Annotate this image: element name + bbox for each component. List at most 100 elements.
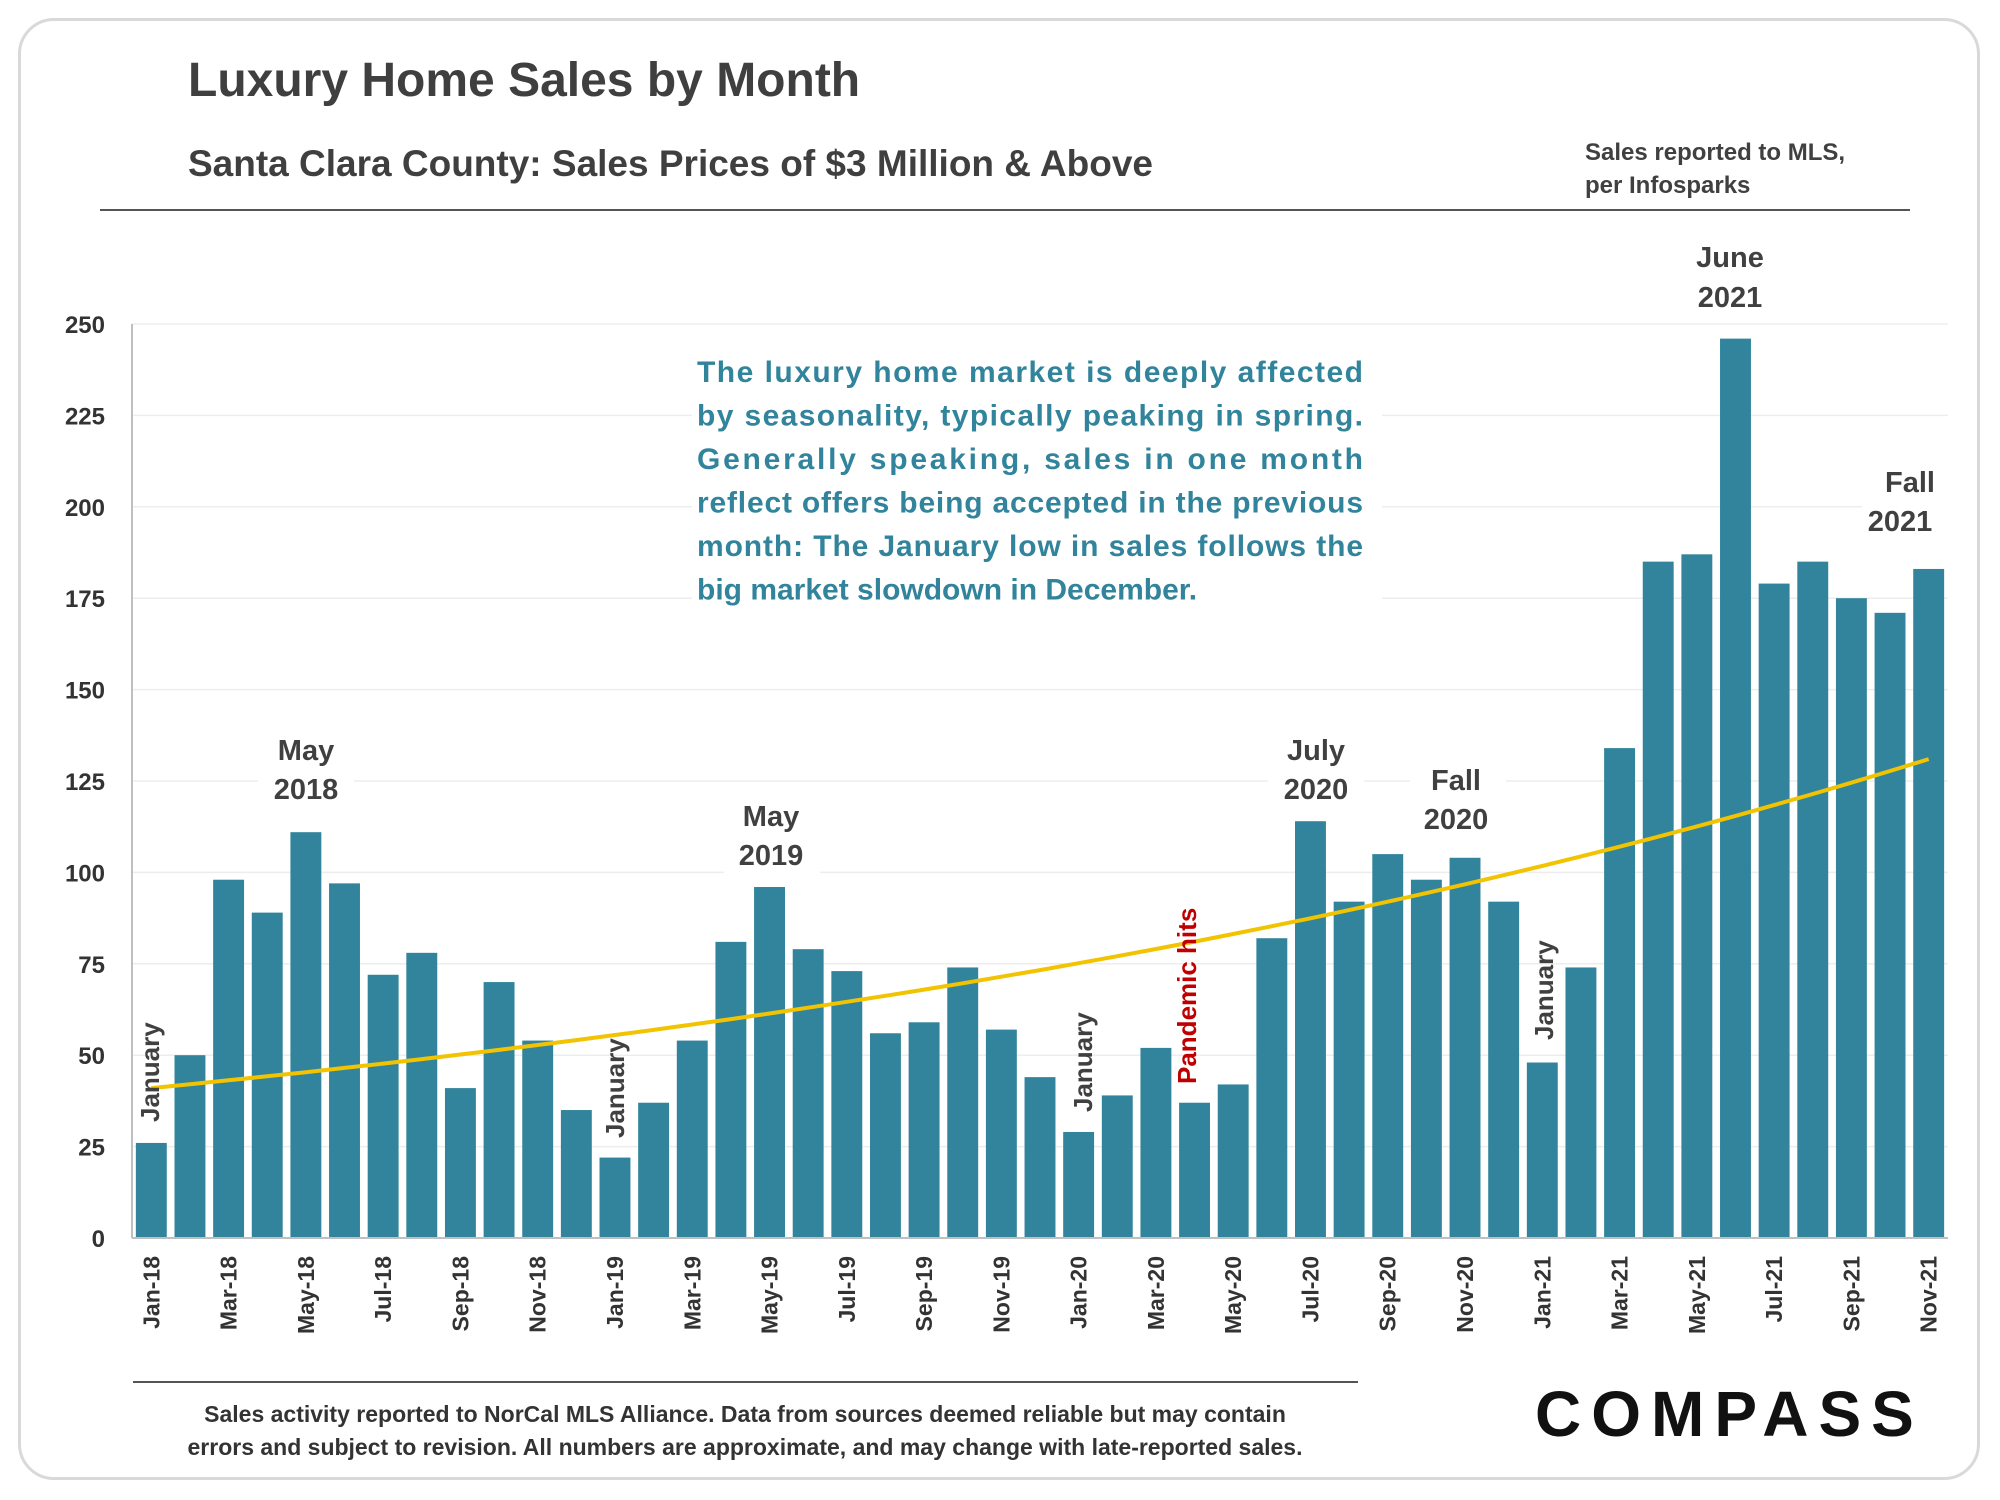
- x-tick-label: May-19: [757, 1256, 783, 1334]
- bar: [1024, 1077, 1056, 1238]
- annotation-june-2021-line2: 2021: [1698, 282, 1763, 314]
- bar: [1372, 854, 1404, 1238]
- bar: [1565, 967, 1597, 1238]
- x-tick-label: Sep-21: [1838, 1256, 1864, 1332]
- x-tick-label: Jul-21: [1761, 1256, 1787, 1323]
- bar: [1063, 1131, 1095, 1238]
- bar: [869, 1033, 901, 1238]
- bar: [1449, 857, 1481, 1238]
- x-axis-ticks: Jan-18 Mar-18 May-18 Jul-18 Sep-18 Nov-18 Jan-…: [138, 1256, 1941, 1334]
- bar: [1295, 821, 1326, 1238]
- bar: [1526, 1062, 1558, 1238]
- trend-line: [151, 757, 1930, 1091]
- annotation-january-2020: January: [1068, 1012, 1098, 1112]
- bar: [560, 1110, 592, 1238]
- bar: [135, 1142, 167, 1238]
- x-tick-label: Mar-18: [216, 1256, 242, 1330]
- bar: [1642, 561, 1674, 1238]
- x-tick-label: Nov-20: [1452, 1256, 1478, 1333]
- annotation-june-2021: June 2021: [1655, 232, 1805, 322]
- bar: [1410, 879, 1442, 1238]
- note-box: [692, 340, 1382, 605]
- annotation-january-2021: January: [1529, 940, 1559, 1040]
- annotation-fall-2020: Fall 2020: [1410, 758, 1506, 838]
- note-line: The luxury home market is deeply affecte…: [697, 356, 1363, 389]
- annotation-fall-2021-line2: 2021: [1868, 506, 1933, 538]
- compass-logo: COMPASS: [1535, 1378, 1924, 1450]
- bar: [831, 971, 863, 1238]
- bar: [522, 1040, 554, 1238]
- x-tick-label: Sep-20: [1375, 1256, 1401, 1331]
- x-tick-label: May-18: [293, 1256, 319, 1334]
- bar: [1101, 1095, 1133, 1238]
- bar: [329, 883, 360, 1238]
- bar: [1217, 1084, 1249, 1238]
- annotation-july-2020: July 2020: [1268, 728, 1364, 808]
- bar: [367, 974, 399, 1238]
- bar: [1333, 901, 1365, 1238]
- annotation-january-2018: January: [135, 1022, 165, 1122]
- annotation-may-2019-line1: May: [743, 801, 799, 833]
- bar: [1681, 554, 1713, 1238]
- annotation-may-2019: May 2019: [724, 794, 820, 874]
- x-tick-label: Mar-20: [1143, 1256, 1169, 1330]
- bar: [676, 1040, 708, 1238]
- bar: [985, 1029, 1017, 1238]
- footer-line-1: Sales activity reported to NorCal MLS Al…: [204, 1401, 1286, 1427]
- bar: [1797, 561, 1829, 1238]
- x-tick-label: Mar-19: [679, 1256, 705, 1330]
- bar: [638, 1102, 670, 1238]
- bar: [792, 949, 824, 1238]
- x-tick-label: May-20: [1220, 1256, 1246, 1334]
- bar: [483, 982, 515, 1238]
- bar: [1835, 598, 1867, 1238]
- bar: [1720, 338, 1751, 1238]
- bar: [947, 967, 979, 1238]
- y-tick-label: 25: [78, 1135, 105, 1162]
- annotation-fall-2021-line1: Fall: [1885, 467, 1935, 499]
- footer-line-2: errors and subject to revision. All numb…: [188, 1434, 1303, 1460]
- annotation-fall-2020-line1: Fall: [1431, 765, 1481, 797]
- y-tick-label: 100: [65, 860, 105, 887]
- annotation-fall-2021: Fall 2021: [1862, 458, 1952, 546]
- bar: [1256, 938, 1288, 1238]
- chart-subtitle: Santa Clara County: Sales Prices of $3 M…: [188, 143, 1153, 184]
- y-tick-label: 0: [92, 1226, 105, 1253]
- annotation-july-2020-line2: 2020: [1284, 774, 1349, 806]
- source-line-2: per Infosparks: [1585, 172, 1750, 199]
- seasonality-note: The luxury home market is deeply affecte…: [697, 356, 1363, 607]
- chart-title: Luxury Home Sales by Month: [188, 54, 860, 107]
- y-tick-label: 250: [65, 312, 105, 339]
- y-tick-label: 175: [65, 586, 105, 613]
- bars: [135, 338, 1945, 1238]
- x-tick-label: Sep-19: [911, 1256, 937, 1331]
- bar: [908, 1022, 940, 1238]
- y-tick-label: 225: [65, 403, 105, 430]
- bar: [1488, 901, 1520, 1238]
- bar: [715, 941, 747, 1238]
- source-line-1: Sales reported to MLS,: [1585, 139, 1845, 166]
- x-tick-label: Jan-19: [602, 1256, 628, 1329]
- annotation-june-2021-line1: June: [1696, 242, 1764, 274]
- annotation-may-2018-line1: May: [278, 735, 334, 767]
- annotation-pandemic-hits: Pandemic hits: [1172, 908, 1202, 1084]
- annotation-fall-2020-line2: 2020: [1424, 804, 1489, 836]
- bar: [290, 832, 322, 1238]
- bar: [1913, 568, 1945, 1238]
- y-tick-label: 150: [65, 678, 105, 705]
- x-tick-label: Jan-21: [1529, 1256, 1555, 1329]
- note-line: month: The January low in sales follows …: [697, 530, 1363, 563]
- bar: [1874, 612, 1906, 1238]
- bar: [444, 1088, 476, 1238]
- x-tick-label: Jul-20: [1298, 1256, 1324, 1322]
- annotation-may-2018-line2: 2018: [274, 774, 339, 806]
- x-tick-label: Jul-19: [834, 1256, 860, 1322]
- annotation-january-2019: January: [600, 1038, 630, 1138]
- x-tick-label: Nov-19: [988, 1256, 1014, 1333]
- x-tick-label: Mar-21: [1607, 1256, 1633, 1330]
- annotation-may-2018: May 2018: [258, 728, 354, 808]
- x-tick-label: Jan-20: [1066, 1256, 1092, 1329]
- y-axis-ticks: 0 25 50 75 100 125 150 175 200 225 250: [65, 312, 105, 1253]
- bar: [599, 1157, 631, 1238]
